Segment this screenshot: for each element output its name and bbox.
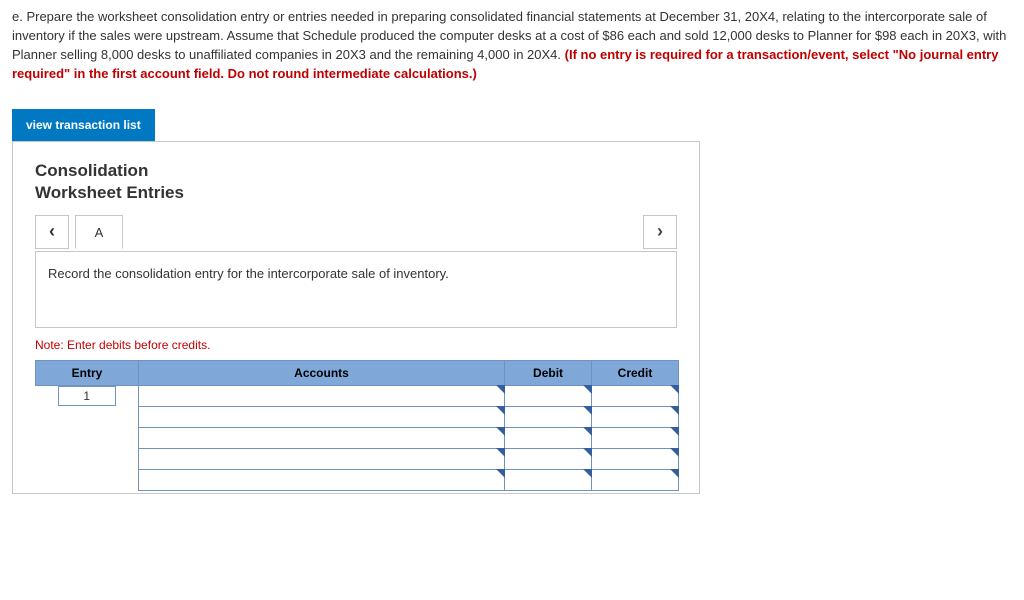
account-cell[interactable] (138, 385, 504, 406)
panel-title-line1: Consolidation (35, 161, 148, 180)
instruction-text: Record the consolidation entry for the i… (48, 266, 449, 281)
credit-cell[interactable] (592, 385, 679, 406)
table-row (36, 469, 679, 490)
col-header-entry: Entry (36, 360, 139, 385)
next-entry-button[interactable]: › (643, 215, 677, 249)
entry-number-cell: 1 (58, 386, 116, 406)
worksheet-panel: Consolidation Worksheet Entries ‹ A › Re… (12, 141, 700, 494)
col-header-debit: Debit (505, 360, 592, 385)
account-cell[interactable] (138, 448, 504, 469)
credit-cell[interactable] (592, 406, 679, 427)
panel-title: Consolidation Worksheet Entries (35, 160, 677, 203)
table-row (36, 406, 679, 427)
note-text: Note: Enter debits before credits. (13, 328, 699, 358)
entry-number-cell (36, 448, 139, 469)
tab-a[interactable]: A (75, 215, 123, 249)
debit-cell[interactable] (505, 427, 592, 448)
dropdown-icon (670, 427, 679, 436)
panel-title-line2: Worksheet Entries (35, 183, 184, 202)
debit-cell[interactable] (505, 469, 592, 490)
dropdown-icon (670, 448, 679, 457)
journal-entry-table: Entry Accounts Debit Credit 1 (35, 360, 679, 491)
debit-cell[interactable] (505, 406, 592, 427)
instruction-box: Record the consolidation entry for the i… (35, 251, 677, 328)
dropdown-icon (670, 385, 679, 394)
account-cell[interactable] (138, 469, 504, 490)
credit-cell[interactable] (592, 448, 679, 469)
view-transaction-list-button[interactable]: view transaction list (12, 109, 155, 141)
credit-cell[interactable] (592, 469, 679, 490)
table-row (36, 448, 679, 469)
entry-number-cell (36, 469, 139, 490)
table-row: 1 (36, 385, 679, 406)
question-text: e. Prepare the worksheet consolidation e… (12, 8, 1012, 83)
col-header-accounts: Accounts (138, 360, 504, 385)
debit-cell[interactable] (505, 448, 592, 469)
account-cell[interactable] (138, 427, 504, 448)
dropdown-icon (670, 406, 679, 415)
entry-number-cell (36, 427, 139, 448)
tab-row: ‹ A › (35, 213, 677, 251)
prev-entry-button[interactable]: ‹ (35, 215, 69, 249)
col-header-credit: Credit (592, 360, 679, 385)
dropdown-icon (670, 469, 679, 478)
table-row (36, 427, 679, 448)
credit-cell[interactable] (592, 427, 679, 448)
account-cell[interactable] (138, 406, 504, 427)
journal-entry-body: 1 (36, 385, 679, 490)
debit-cell[interactable] (505, 385, 592, 406)
entry-number-cell (36, 406, 139, 427)
